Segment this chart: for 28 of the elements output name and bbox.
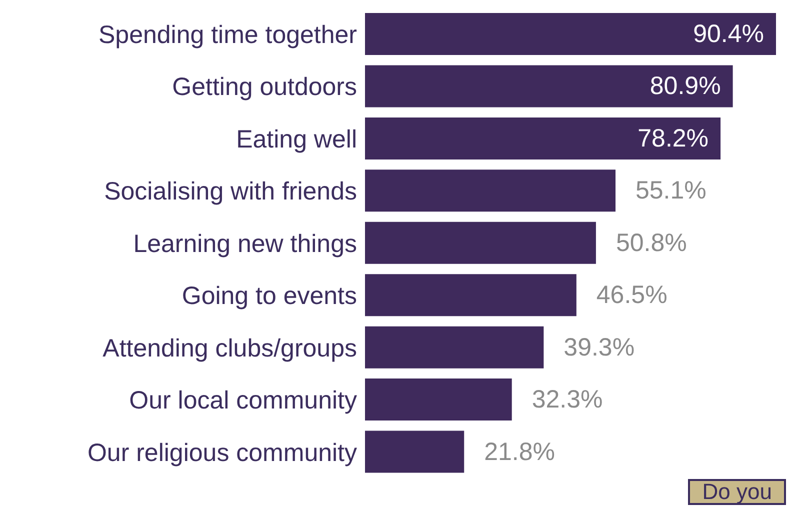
note-box: Do you — [688, 479, 786, 505]
y-tick-label: Going to events — [182, 282, 357, 310]
data-label: 80.9% — [650, 72, 721, 100]
bar — [365, 65, 733, 108]
bar — [365, 170, 616, 212]
y-tick-label: Our religious community — [87, 438, 358, 467]
data-label: 39.3% — [564, 333, 635, 362]
bar — [365, 326, 544, 368]
y-tick-label: Getting outdoors — [172, 73, 357, 102]
bar — [365, 117, 721, 160]
y-tick-label: Eating well — [236, 125, 357, 154]
y-tick-label: Our local community — [129, 386, 358, 415]
data-label: 46.5% — [596, 281, 668, 310]
data-label: 50.8% — [616, 228, 687, 257]
y-tick-label: Learning new things — [133, 230, 357, 258]
bar — [365, 13, 776, 55]
bar — [365, 430, 464, 473]
data-label: 21.8% — [484, 438, 556, 466]
y-tick-label: Socialising with friends — [104, 178, 357, 206]
data-label: 90.4% — [693, 20, 764, 48]
bar — [365, 274, 576, 316]
bar — [365, 378, 512, 421]
y-tick-label: Attending clubs/groups — [102, 334, 357, 362]
y-tick-label: Spending time together — [98, 20, 357, 49]
data-label: 55.1% — [636, 176, 706, 205]
data-label: 78.2% — [638, 124, 709, 152]
data-label: 32.3% — [532, 386, 603, 414]
bar — [365, 222, 596, 264]
